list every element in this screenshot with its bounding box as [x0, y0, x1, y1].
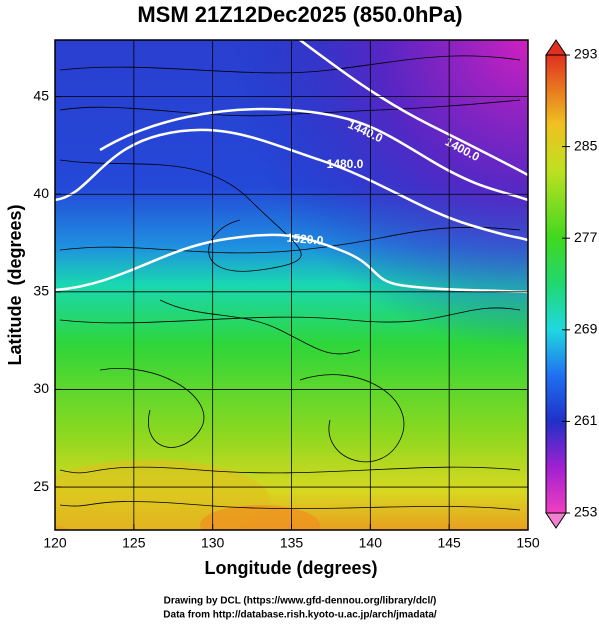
contour-label: 1520.0 [286, 231, 324, 248]
y-tick-label: 30 [33, 380, 49, 396]
colorbar-bottom-arrow [545, 512, 567, 529]
streamline [59, 99, 521, 117]
streamline [299, 374, 405, 463]
colorbar [545, 54, 567, 514]
streamlines [59, 55, 521, 511]
colorbar-top-arrow [545, 39, 567, 56]
x-tick-label: 140 [359, 535, 383, 551]
contour-line [99, 107, 528, 202]
colorbar-tick-label: 269 [574, 321, 598, 337]
x-tick-label: 135 [280, 535, 304, 551]
credit: Drawing by DCL (https://www.gfd-dennou.o… [164, 596, 437, 607]
streamline [99, 368, 205, 448]
contour-line [55, 128, 528, 242]
colorbar-tick-label: 261 [574, 412, 598, 428]
x-tick-label: 150 [516, 535, 540, 551]
streamline [59, 159, 302, 272]
x-tick-label: 125 [122, 535, 146, 551]
credit: Data from http://database.rish.kyoto-u.a… [163, 610, 437, 621]
streamline [59, 226, 521, 254]
warm-region [200, 505, 320, 530]
y-tick-label: 35 [33, 283, 49, 299]
x-axis-label: Longitude (degrees) [204, 558, 377, 578]
x-tick-label: 130 [201, 535, 225, 551]
title: MSM 21Z12Dec2025 (850.0hPa) [137, 2, 462, 27]
streamline [59, 55, 521, 74]
streamline [159, 299, 361, 355]
y-tick-label: 25 [33, 478, 49, 494]
x-tick-label: 145 [437, 535, 461, 551]
streamline [59, 501, 521, 511]
contour-line [299, 40, 528, 177]
y-axis-label: Latitude (degrees) [5, 204, 25, 365]
colorbar-tick-label: 277 [574, 229, 598, 245]
streamline [59, 466, 521, 474]
colorbar-tick-label: 285 [574, 137, 598, 153]
contour-label: 1480.0 [327, 157, 364, 171]
y-tick-label: 45 [33, 87, 49, 103]
colorbar-tick-label: 293 [574, 46, 598, 62]
colorbar-tick-label: 253 [574, 504, 598, 520]
contour-line [55, 233, 528, 294]
x-tick-label: 120 [43, 535, 67, 551]
grid [55, 40, 528, 530]
streamline [59, 307, 521, 324]
y-tick-label: 40 [33, 185, 49, 201]
